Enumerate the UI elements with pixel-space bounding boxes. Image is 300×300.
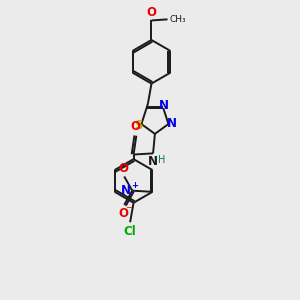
Text: N: N bbox=[148, 154, 158, 168]
Text: N: N bbox=[167, 117, 177, 130]
Text: CH₃: CH₃ bbox=[169, 15, 186, 24]
Text: S: S bbox=[134, 119, 143, 132]
Text: H: H bbox=[158, 154, 165, 165]
Text: N: N bbox=[159, 99, 169, 112]
Text: O: O bbox=[131, 120, 141, 134]
Text: Cl: Cl bbox=[124, 225, 136, 238]
Text: O: O bbox=[146, 6, 157, 19]
Text: N: N bbox=[121, 184, 131, 197]
Text: O: O bbox=[118, 207, 128, 220]
Text: O: O bbox=[118, 162, 128, 175]
Text: −: − bbox=[125, 203, 132, 212]
Text: +: + bbox=[131, 181, 138, 190]
